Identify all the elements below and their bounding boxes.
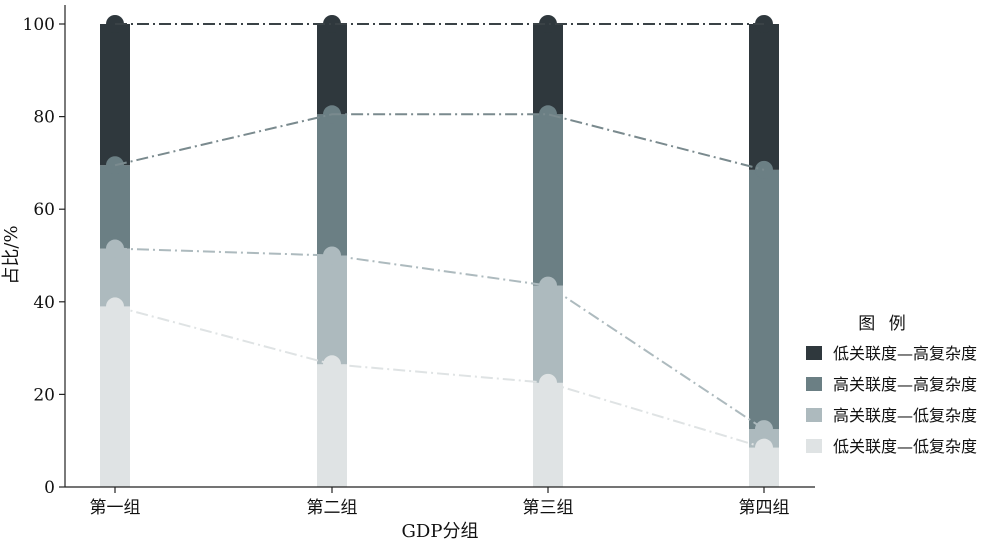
y-axis-title: 占比/% [1, 225, 22, 284]
legend-swatch [806, 377, 822, 391]
x-tick-label: 第四组 [739, 498, 790, 518]
segment-cap [539, 105, 557, 124]
bars-layer [100, 15, 779, 487]
segment-cap [323, 15, 341, 33]
legend-title: 图 例 [858, 314, 909, 334]
series-line [114, 247, 765, 430]
bar-segment [749, 24, 779, 170]
legend-swatch [806, 408, 822, 422]
bar-segment [317, 114, 347, 256]
series-line [114, 113, 765, 171]
connector-lines-layer [114, 23, 765, 449]
y-tick-label: 100 [23, 15, 55, 35]
x-tick-label: 第一组 [90, 498, 141, 518]
x-axis-title: GDP分组 [402, 521, 479, 542]
legend-label: 高关联度—低复杂度 [833, 406, 977, 425]
bar-segment [100, 24, 130, 166]
bar-segment [317, 255, 347, 365]
segment-cap [323, 246, 341, 265]
y-tick-label: 80 [33, 108, 55, 128]
bar-segment [533, 382, 563, 487]
segment-cap [539, 15, 557, 33]
bar-segment [317, 24, 347, 115]
legend-label: 低关联度—高复杂度 [833, 344, 977, 363]
segment-cap [755, 420, 773, 439]
y-tick-label: 20 [33, 385, 55, 405]
x-tick-label: 第三组 [523, 498, 574, 518]
y-tick-label: 40 [33, 293, 55, 313]
bar-segment [749, 169, 779, 430]
legend-label: 高关联度—高复杂度 [833, 375, 977, 394]
axes-layer: 0 20 40 60 80 100 第一组 第二组 第三组 第四组 [23, 5, 815, 518]
bar-segment [317, 364, 347, 487]
bar-segment [100, 165, 130, 249]
bar-segment [533, 285, 563, 383]
series-line [114, 305, 765, 449]
y-tick-label: 0 [44, 478, 55, 498]
legend-swatch [806, 346, 822, 360]
bar-segment [533, 24, 563, 115]
bar-segment [100, 306, 130, 487]
bar-segment [100, 248, 130, 307]
legend-label: 低关联度—低复杂度 [833, 437, 977, 456]
y-tick-label: 60 [33, 200, 55, 220]
legend-swatch [806, 439, 822, 453]
bar-segment [533, 114, 563, 286]
x-tick-label: 第二组 [307, 498, 358, 518]
